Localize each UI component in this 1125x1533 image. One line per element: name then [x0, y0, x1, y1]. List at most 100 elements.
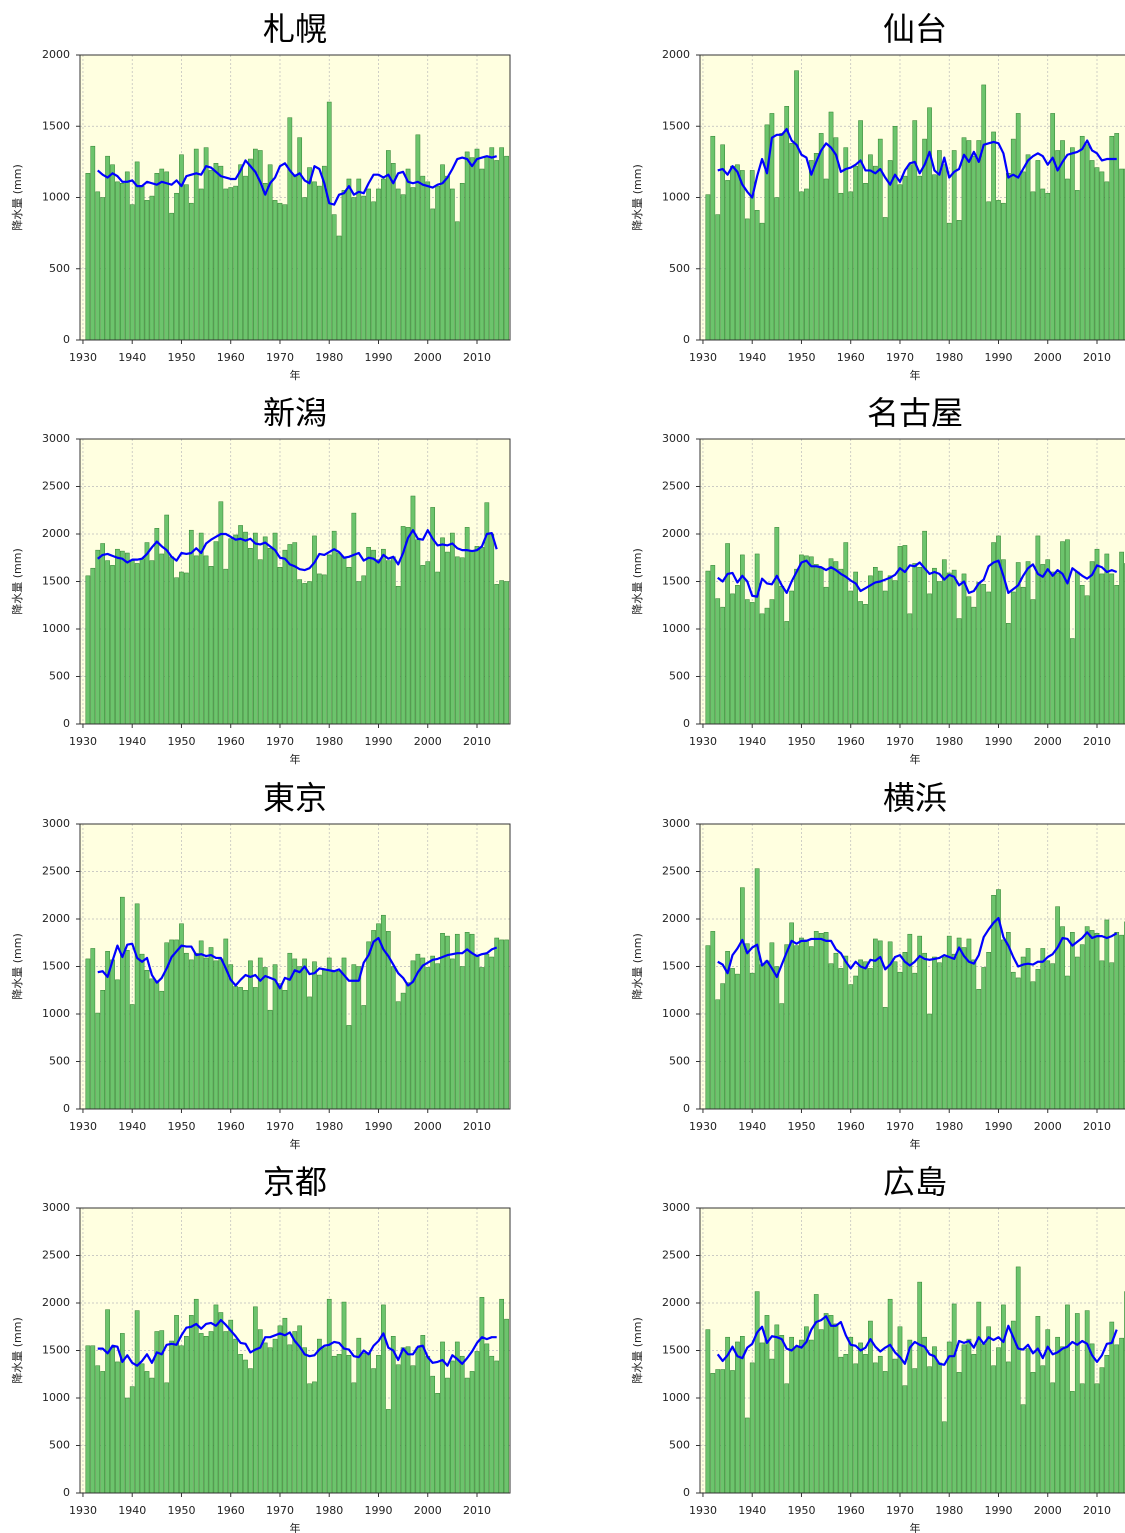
- bar: [297, 966, 303, 1110]
- bar: [287, 117, 293, 341]
- y-tick-label: 1000: [662, 191, 690, 204]
- bar: [877, 570, 883, 725]
- bar: [90, 948, 96, 1110]
- bar: [986, 952, 991, 1110]
- bar: [1084, 144, 1090, 341]
- x-tick-label: 1960: [837, 351, 865, 364]
- bar: [941, 164, 947, 341]
- y-tick-label: 0: [63, 1486, 70, 1499]
- bar: [504, 581, 509, 725]
- bar: [174, 939, 179, 1110]
- bar: [277, 567, 283, 725]
- bar: [390, 163, 396, 341]
- bar: [203, 555, 209, 725]
- y-tick-label: 2500: [42, 480, 70, 493]
- bar: [440, 164, 445, 341]
- bar: [1035, 1316, 1041, 1494]
- bar: [282, 990, 288, 1110]
- bar: [784, 106, 790, 341]
- bar: [917, 567, 923, 725]
- y-tick-label: 1500: [42, 575, 70, 588]
- bar: [740, 170, 745, 341]
- bar: [887, 160, 893, 341]
- bar: [966, 938, 972, 1110]
- bar: [725, 543, 730, 725]
- bar: [346, 567, 352, 725]
- bar: [1050, 571, 1056, 725]
- y-tick-label: 2500: [42, 1249, 70, 1262]
- x-tick-label: 1970: [266, 1504, 294, 1517]
- y-axis-label: 降水量 (mm): [630, 548, 644, 615]
- bar: [932, 956, 937, 1110]
- bar: [1055, 150, 1060, 341]
- bar: [312, 181, 317, 341]
- bar: [843, 542, 849, 725]
- bar: [405, 1346, 411, 1494]
- bar: [1030, 191, 1036, 341]
- bar: [754, 553, 760, 725]
- bar: [882, 1007, 888, 1110]
- bar: [179, 571, 184, 725]
- x-tick-label: 2010: [463, 735, 491, 748]
- bar: [134, 563, 140, 725]
- plot-frame: [79, 54, 511, 341]
- bar: [223, 188, 229, 341]
- bar: [740, 887, 745, 1110]
- bar: [174, 192, 179, 341]
- bar: [469, 1371, 475, 1494]
- bar: [257, 1329, 263, 1494]
- bar: [445, 935, 450, 1110]
- bar: [198, 532, 204, 725]
- bar: [715, 214, 721, 341]
- bar: [1074, 956, 1080, 1110]
- bar: [307, 996, 312, 1110]
- bar: [740, 554, 745, 725]
- bar: [744, 943, 750, 1110]
- bar: [848, 191, 854, 341]
- bar: [1099, 171, 1105, 341]
- bar: [744, 1417, 750, 1494]
- bar: [317, 1338, 322, 1494]
- bar: [208, 566, 214, 725]
- y-tick-label: 1000: [42, 191, 70, 204]
- bar: [361, 1005, 367, 1110]
- x-tick-label: 1970: [266, 351, 294, 364]
- bar: [188, 959, 194, 1110]
- bar: [937, 962, 942, 1110]
- chart-title: 東京: [263, 779, 327, 817]
- bar: [1094, 167, 1100, 341]
- bar: [154, 173, 160, 341]
- bar: [356, 1337, 362, 1494]
- x-tick-label: 1950: [787, 351, 815, 364]
- bar: [188, 529, 194, 725]
- bar: [808, 556, 814, 725]
- bar: [730, 968, 735, 1110]
- bar: [95, 1365, 101, 1494]
- y-tick-label: 1000: [42, 622, 70, 635]
- bar: [302, 958, 307, 1110]
- bar: [1025, 1348, 1031, 1494]
- bar: [882, 217, 888, 341]
- bar: [917, 1281, 923, 1494]
- x-axis-label: 年: [910, 368, 921, 382]
- bar: [253, 148, 258, 341]
- bar: [267, 1009, 273, 1110]
- y-axis-label: 降水量 (mm): [10, 933, 24, 1000]
- bar: [297, 137, 303, 341]
- y-axis-label: 降水量 (mm): [630, 164, 644, 231]
- bar: [95, 1012, 101, 1110]
- x-tick-label: 1950: [787, 735, 815, 748]
- bar: [504, 155, 509, 341]
- bar: [912, 972, 918, 1110]
- y-tick-label: 500: [669, 1055, 690, 1068]
- bar: [395, 586, 401, 725]
- bar: [833, 952, 839, 1110]
- bar: [769, 599, 775, 725]
- bar: [986, 591, 991, 725]
- bar: [159, 168, 165, 341]
- x-axis-label: 年: [910, 1521, 921, 1533]
- bar: [366, 941, 371, 1110]
- bar: [813, 153, 819, 341]
- bar: [307, 167, 312, 341]
- bar: [395, 1001, 401, 1110]
